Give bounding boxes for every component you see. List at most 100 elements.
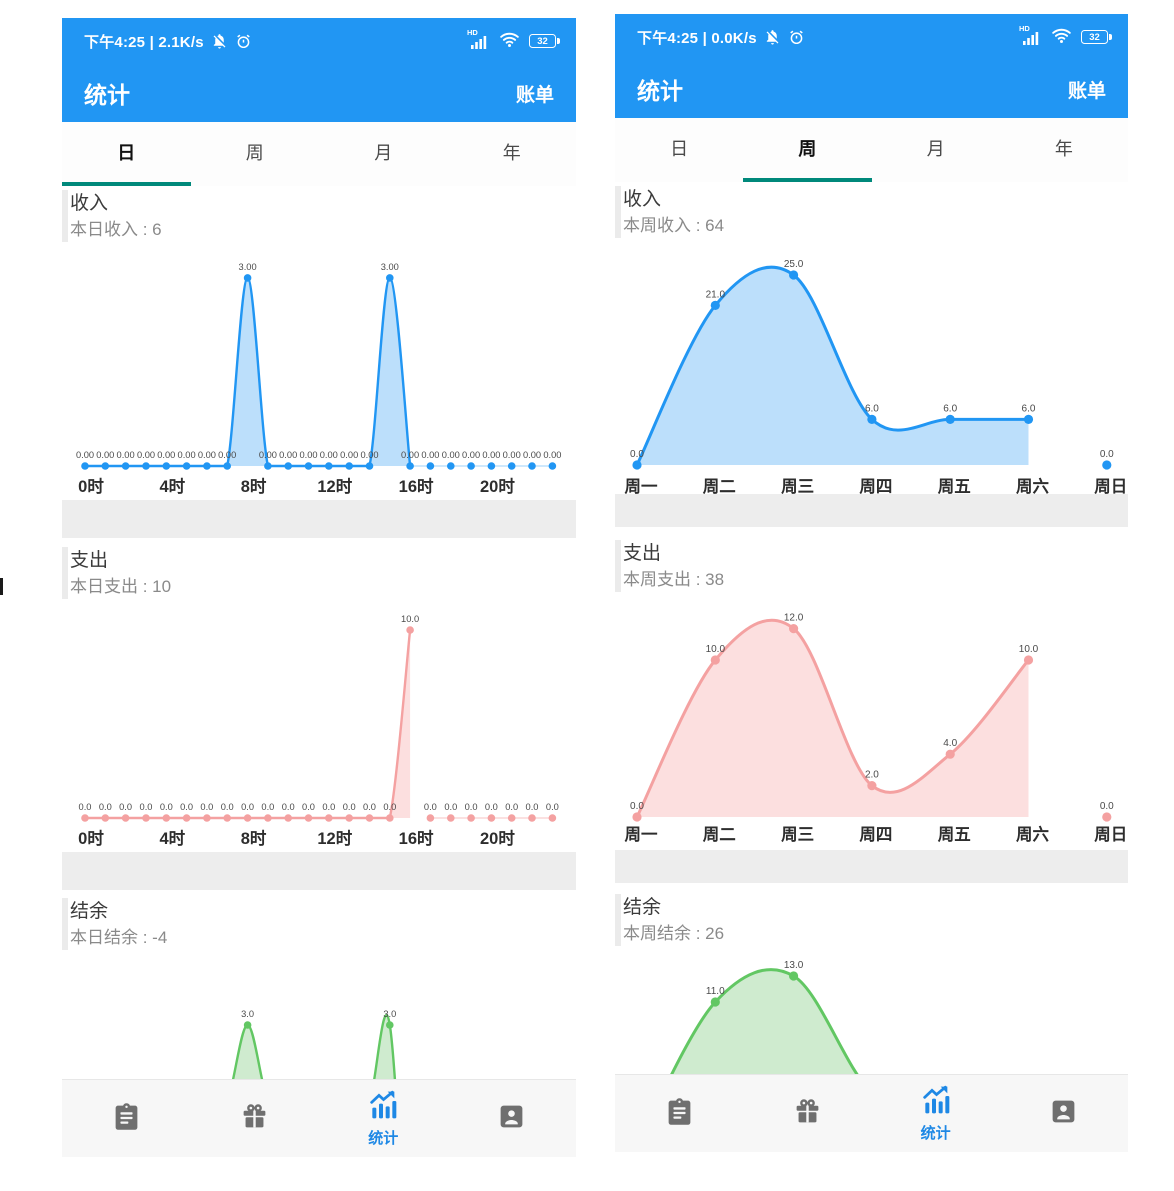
status-time-network: 下午4:25 | 0.0K/s (637, 29, 757, 47)
active-tab-underline (62, 182, 191, 186)
data-point-label: 0.00 (259, 450, 277, 460)
active-tab-underline (743, 178, 872, 182)
nav-statistics-active[interactable]: 统计 (319, 1080, 448, 1157)
daily-expense-chart: 0.0 0.0 0.0 0.0 0.0 0.0 0.0 0.0 0.0 0.0 0.0 0.0 0.0 0… (78, 614, 559, 848)
top-bar: 下午4:25 | 0.0K/s HD (615, 14, 1128, 118)
tab-week[interactable]: 周 (798, 139, 817, 159)
x-axis-label: 周二 (703, 825, 736, 844)
nav-statistics-label: 统计 (368, 1130, 399, 1147)
expense-total: 本周支出 : 38 (623, 570, 725, 589)
tab-day[interactable]: 日 (670, 139, 689, 159)
nav-rewards[interactable] (743, 1075, 871, 1152)
data-point (81, 462, 89, 470)
data-point (162, 462, 171, 470)
data-point-label: 21.0 (706, 289, 726, 300)
data-point (304, 814, 313, 822)
section-divider (615, 850, 1128, 883)
bill-button[interactable]: 账单 (515, 84, 554, 106)
data-point (710, 997, 720, 1007)
data-point (1102, 812, 1112, 822)
tab-month[interactable]: 月 (374, 143, 393, 163)
tab-week[interactable]: 周 (245, 143, 264, 163)
tab-year[interactable]: 年 (502, 143, 521, 163)
data-point-label: 0.0 (241, 802, 254, 812)
data-point-label: 0.00 (360, 450, 378, 460)
nav-profile[interactable] (448, 1080, 577, 1157)
data-point (548, 814, 557, 822)
phone-left-daily-view: 0.00 0.00 0.00 0.00 0.00 0.00 0.00 0.00 3.00 0.00… (62, 18, 576, 1157)
data-point-label: 0.00 (543, 450, 561, 460)
data-point (325, 462, 333, 470)
tab-year[interactable]: 年 (1054, 139, 1073, 159)
data-point-label: 4.0 (943, 738, 957, 749)
data-point-label: 0.0 (383, 802, 396, 812)
data-point (223, 462, 231, 470)
data-point (284, 462, 292, 470)
stats-icon (367, 1089, 399, 1126)
x-axis-label: 12时 (317, 477, 352, 496)
data-point (789, 624, 799, 634)
wifi-icon (1051, 26, 1072, 49)
data-point-label: 0.00 (523, 450, 541, 460)
x-axis-label: 周三 (781, 825, 814, 844)
data-point-label: 2.0 (865, 770, 879, 781)
series-line (83, 628, 412, 820)
data-point (345, 814, 354, 822)
data-point-label: 10.0 (1019, 644, 1039, 655)
data-point (447, 462, 455, 470)
series-line (635, 265, 1030, 467)
data-point (365, 462, 374, 470)
section-divider (62, 852, 576, 890)
data-point (345, 462, 354, 470)
period-tabs: 日 周 月 年 (62, 122, 576, 186)
data-point (447, 814, 455, 822)
clipboard-icon (112, 1102, 141, 1136)
data-point (101, 814, 110, 822)
x-axis-label: 20时 (480, 477, 515, 496)
tab-day[interactable]: 日 (117, 143, 136, 163)
data-point (426, 814, 435, 822)
signal-strength-icon: HD (1019, 24, 1042, 48)
data-point (121, 462, 130, 470)
data-point-label: 0.0 (465, 802, 478, 812)
weekly-expense-chart: 0.0 10.0 12.0 2.0 4.0 10.0 0.0 周一 周二 周三 周四 周五 周六 周日 (625, 613, 1128, 844)
x-axis-label: 4时 (159, 829, 185, 848)
data-point-label: 0.00 (137, 450, 155, 460)
data-point (243, 814, 252, 822)
nav-profile[interactable] (1000, 1075, 1128, 1152)
data-point (365, 814, 374, 822)
data-point-label: 0.0 (526, 802, 539, 812)
tab-month[interactable]: 月 (926, 139, 945, 159)
data-point-label: 3.0 (241, 1009, 254, 1019)
expense-title: 支出 (70, 550, 109, 571)
income-title: 收入 (70, 193, 109, 214)
data-point-label: 3.00 (239, 262, 257, 272)
gift-icon (793, 1097, 822, 1131)
bottom-navigation: 统计 (62, 1079, 576, 1157)
data-point-label: 0.0 (363, 802, 376, 812)
data-point-label: 25.0 (784, 259, 804, 270)
data-point (1102, 460, 1112, 470)
data-point-label: 0.0 (160, 802, 173, 812)
bill-button[interactable]: 账单 (1067, 80, 1106, 102)
data-point-label: 0.0 (119, 802, 132, 812)
nav-records[interactable] (62, 1080, 191, 1157)
data-point-label: 0.0 (302, 802, 315, 812)
data-point-label: 0.0 (79, 802, 92, 812)
nav-rewards[interactable] (191, 1080, 320, 1157)
screenshot-crop-artifact (0, 578, 3, 595)
data-point (632, 460, 642, 470)
status-bar: 下午4:25 | 2.1K/s HD (62, 18, 576, 64)
data-point (467, 814, 475, 822)
data-point-label: 0.0 (424, 802, 437, 812)
data-point (632, 812, 642, 822)
nav-records[interactable] (615, 1075, 743, 1152)
data-point (386, 1021, 394, 1029)
data-point (789, 270, 799, 280)
data-point (528, 462, 536, 470)
phone-right-weekly-view: 0.0 21.0 25.0 6.0 6.0 6.0 0.0 周一 周二 周三 周四 周五 周六 周日 0.0… (615, 14, 1128, 1152)
data-point (507, 814, 516, 822)
x-axis-label: 20时 (480, 829, 515, 848)
data-point (426, 462, 435, 470)
nav-statistics-active[interactable]: 统计 (872, 1075, 1000, 1152)
